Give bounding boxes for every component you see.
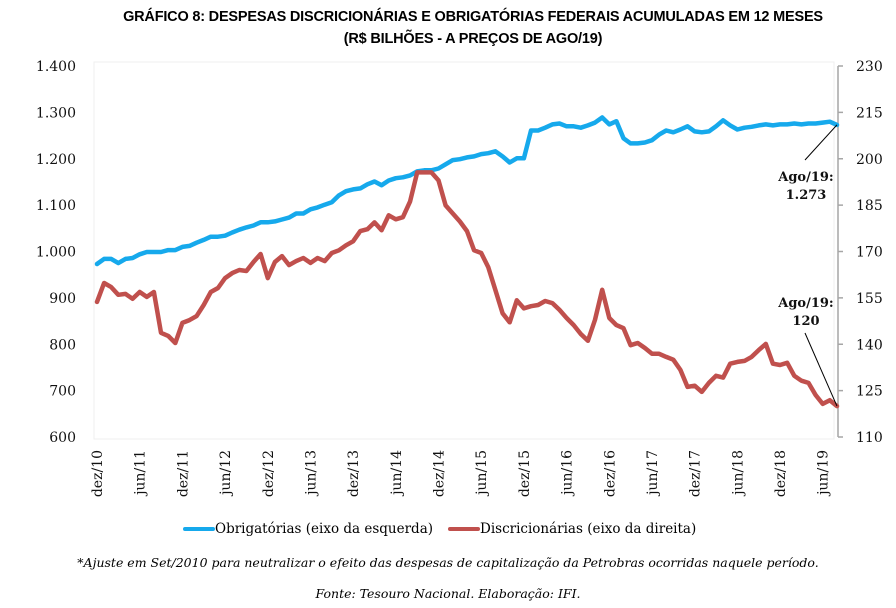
annotation-obrigatorias-line2: 1.273	[786, 188, 827, 203]
annotation-discricionarias-line2: 120	[792, 314, 819, 329]
y-right-tick-label: 230	[856, 59, 883, 75]
y-right-tick-label: 155	[856, 291, 883, 307]
y-left-tick-label: 1.300	[36, 105, 76, 121]
x-tick-label: dez/15	[517, 450, 533, 497]
annotation-obrigatorias-line1: Ago/19:	[777, 170, 834, 185]
x-tick-label: dez/10	[90, 450, 106, 497]
legend-swatch-obrigatorias	[183, 527, 215, 531]
x-tick-label: jun/17	[645, 450, 661, 497]
x-tick-label: dez/17	[688, 450, 704, 497]
x-axis: dez/10 jun/11 dez/11 jun/12 dez/12 jun/13 dez/…	[90, 450, 832, 497]
annotation-group: Ago/19: 1.273 Ago/19: 120	[777, 124, 838, 407]
y-right-tick-label: 200	[856, 152, 883, 168]
x-tick-label: dez/11	[175, 450, 191, 497]
annotation-leader-obrigatorias	[804, 124, 838, 161]
y-left-tick-label: 800	[49, 337, 76, 353]
y-right-tick-label: 170	[856, 245, 883, 261]
y-right-tick-label: 185	[856, 198, 883, 214]
legend-item-obrigatorias: Obrigatórias (eixo da esquerda)	[183, 521, 433, 537]
x-tick-label: jun/15	[474, 450, 490, 497]
y-left-tick-label: 900	[49, 291, 76, 307]
y-left-tick-label: 1.200	[36, 152, 76, 168]
legend-label-obrigatorias: Obrigatórias (eixo da esquerda)	[215, 521, 434, 537]
y-left-axis: 600 700 800 900 1.000 1.100 1.200 1.300 1.400	[36, 59, 76, 446]
plot-frame	[93, 61, 835, 440]
x-tick-label: jun/13	[303, 450, 319, 497]
chart-title-line2: (R$ BILHÕES - A PREÇOS DE AGO/19)	[343, 31, 603, 47]
y-left-tick-label: 700	[49, 384, 76, 400]
y-right-tick-label: 215	[856, 105, 883, 121]
y-left-tick-label: 1.100	[36, 198, 76, 214]
annotation-leader-discricionarias	[804, 332, 838, 407]
source-note: Fonte: Tesouro Nacional. Elaboração: IFI…	[315, 586, 581, 601]
series-line-discricionarias	[94, 170, 840, 409]
legend-item-discricionarias: Discricionárias (eixo da direita)	[448, 521, 696, 537]
x-tick-label: dez/12	[261, 450, 277, 497]
y-left-tick-label: 1.400	[36, 59, 76, 75]
x-tick-label: dez/16	[602, 450, 618, 497]
x-tick-label: jun/11	[133, 450, 149, 497]
x-tick-label: jun/12	[218, 450, 234, 497]
x-tick-label: jun/19	[816, 450, 832, 497]
y-right-axis: 110 125 140 155 170 185 200 215 230	[837, 59, 883, 446]
footnote: *Ajuste em Set/2010 para neutralizar o e…	[77, 555, 819, 570]
annotation-discricionarias-line1: Ago/19:	[777, 296, 834, 311]
x-tick-label: jun/14	[389, 450, 405, 497]
y-left-tick-label: 600	[49, 430, 76, 446]
y-right-tick-label: 125	[856, 384, 883, 400]
y-left-tick-label: 1.000	[36, 245, 76, 261]
x-tick-label: dez/14	[432, 450, 448, 497]
series-line-obrigatorias	[94, 115, 840, 267]
series-group	[94, 115, 840, 409]
x-tick-label: dez/13	[346, 450, 362, 497]
chart-title-line1: GRÁFICO 8: DESPESAS DISCRICIONÁRIAS E OB…	[123, 9, 823, 25]
x-tick-label: dez/18	[773, 450, 789, 497]
y-right-tick-label: 140	[856, 337, 883, 353]
y-right-tick-label: 110	[856, 430, 883, 446]
legend-swatch-discricionarias	[448, 527, 480, 531]
legend-label-discricionarias: Discricionárias (eixo da direita)	[480, 521, 697, 537]
x-tick-label: jun/18	[730, 450, 746, 497]
x-tick-label: jun/16	[560, 450, 576, 497]
